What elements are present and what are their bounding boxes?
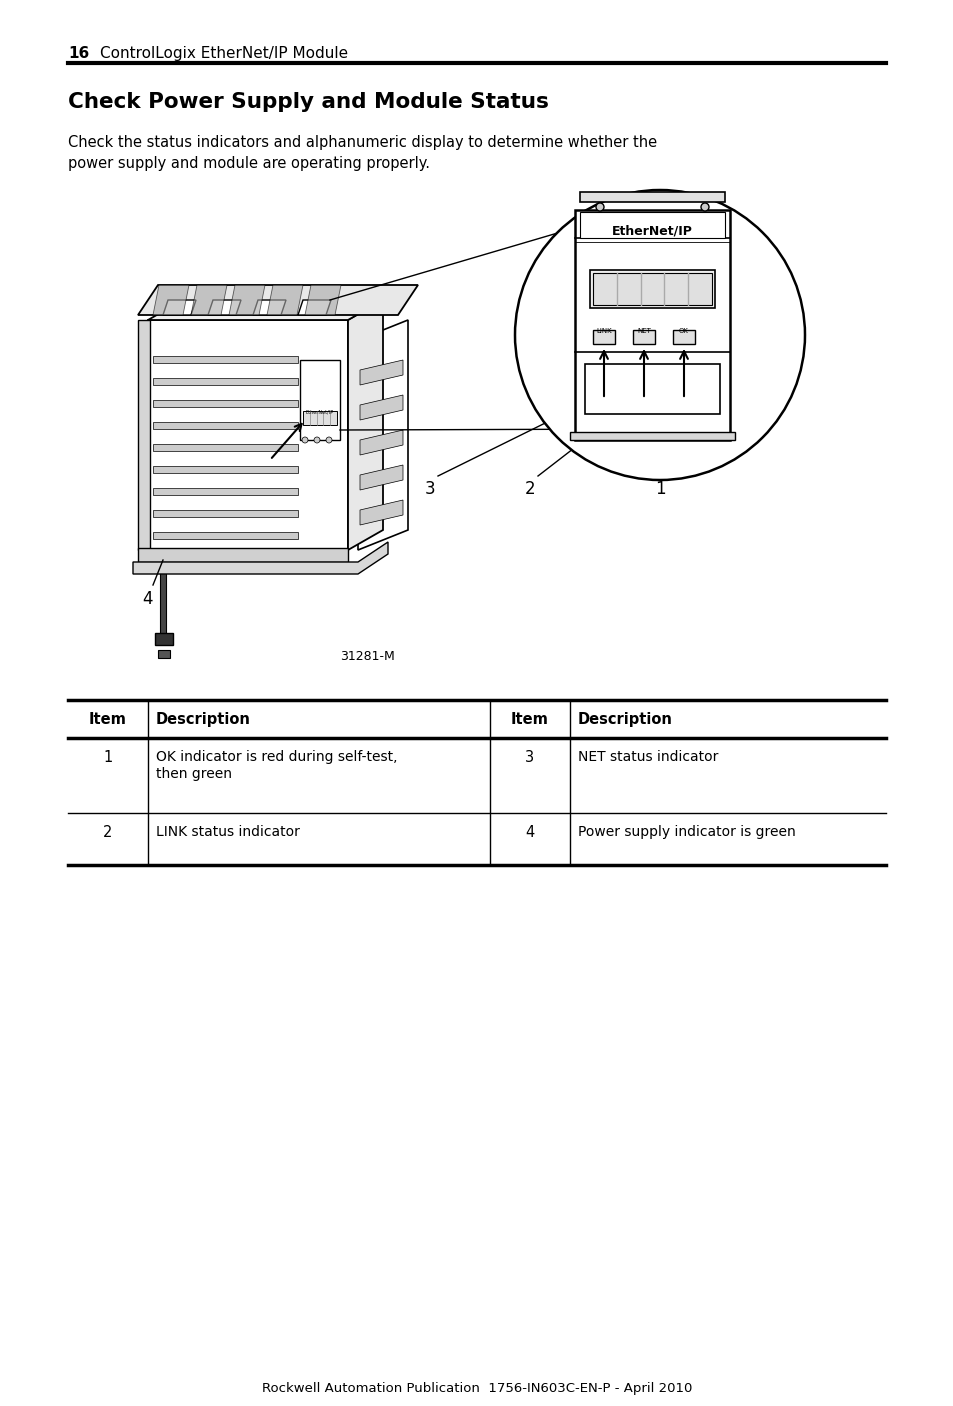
Bar xyxy=(152,488,297,495)
Bar xyxy=(589,270,714,308)
Text: 3: 3 xyxy=(424,479,435,498)
Polygon shape xyxy=(253,299,286,315)
Text: EtherNet/IP: EtherNet/IP xyxy=(612,225,692,238)
Polygon shape xyxy=(359,465,402,491)
Bar xyxy=(152,465,297,472)
Text: 31281-M: 31281-M xyxy=(339,650,395,664)
Bar xyxy=(303,411,336,425)
Bar xyxy=(158,650,170,658)
Text: 4: 4 xyxy=(143,591,153,607)
Text: Item: Item xyxy=(511,711,548,727)
Bar xyxy=(152,510,297,517)
Bar xyxy=(575,209,729,440)
Text: 2: 2 xyxy=(524,479,535,498)
Bar xyxy=(152,399,297,406)
Polygon shape xyxy=(160,562,166,640)
Polygon shape xyxy=(132,541,388,574)
Bar xyxy=(152,356,297,363)
Text: 3: 3 xyxy=(525,749,534,765)
Polygon shape xyxy=(163,299,195,315)
Text: 4: 4 xyxy=(525,825,534,839)
Text: Power supply indicator is green: Power supply indicator is green xyxy=(578,825,795,839)
Bar xyxy=(152,444,297,451)
Circle shape xyxy=(596,202,603,211)
Polygon shape xyxy=(297,299,331,315)
Text: 16: 16 xyxy=(68,46,90,60)
Bar xyxy=(152,378,297,385)
Text: Description: Description xyxy=(578,711,672,727)
Text: 1: 1 xyxy=(103,749,112,765)
Polygon shape xyxy=(229,285,265,315)
Text: 2: 2 xyxy=(103,825,112,839)
Text: Rockwell Automation Publication  1756-IN603C-EN-P - April 2010: Rockwell Automation Publication 1756-IN6… xyxy=(261,1382,692,1395)
Bar xyxy=(672,330,695,344)
Circle shape xyxy=(326,437,332,443)
Text: EtherNet/IP: EtherNet/IP xyxy=(306,411,334,415)
Polygon shape xyxy=(359,360,402,385)
Polygon shape xyxy=(359,430,402,456)
Text: Item: Item xyxy=(89,711,127,727)
Text: NET: NET xyxy=(637,328,650,335)
Polygon shape xyxy=(138,285,417,315)
Bar xyxy=(138,321,150,550)
Text: 1: 1 xyxy=(654,479,664,498)
Bar xyxy=(152,531,297,538)
Polygon shape xyxy=(348,299,382,550)
Polygon shape xyxy=(191,285,227,315)
Bar xyxy=(633,330,655,344)
Bar xyxy=(138,548,348,562)
Text: LINK status indicator: LINK status indicator xyxy=(156,825,299,839)
Polygon shape xyxy=(359,501,402,524)
Polygon shape xyxy=(267,285,303,315)
Circle shape xyxy=(515,190,804,479)
Circle shape xyxy=(700,202,708,211)
Bar xyxy=(154,633,172,645)
Text: Check Power Supply and Module Status: Check Power Supply and Module Status xyxy=(68,91,548,112)
Bar xyxy=(579,212,724,238)
Polygon shape xyxy=(359,395,402,420)
Text: LINK: LINK xyxy=(596,328,611,335)
Bar xyxy=(593,273,711,305)
Polygon shape xyxy=(208,299,241,315)
Circle shape xyxy=(302,437,308,443)
Polygon shape xyxy=(357,321,408,550)
Text: Description: Description xyxy=(156,711,251,727)
Text: OK: OK xyxy=(679,328,688,335)
Text: OK indicator is red during self-test,: OK indicator is red during self-test, xyxy=(156,749,397,763)
Bar xyxy=(152,422,297,429)
Text: NET status indicator: NET status indicator xyxy=(578,749,718,763)
Text: ControlLogix EtherNet/IP Module: ControlLogix EtherNet/IP Module xyxy=(100,46,348,60)
Bar xyxy=(148,321,348,550)
Text: Check the status indicators and alphanumeric display to determine whether the: Check the status indicators and alphanum… xyxy=(68,135,657,150)
Bar xyxy=(579,193,724,202)
Bar xyxy=(593,330,615,344)
Bar xyxy=(569,432,734,440)
Polygon shape xyxy=(152,285,189,315)
Circle shape xyxy=(314,437,319,443)
Bar xyxy=(299,360,339,440)
Text: then green: then green xyxy=(156,768,232,780)
Text: power supply and module are operating properly.: power supply and module are operating pr… xyxy=(68,156,430,172)
Polygon shape xyxy=(305,285,340,315)
Bar xyxy=(584,364,720,413)
Polygon shape xyxy=(148,299,382,321)
